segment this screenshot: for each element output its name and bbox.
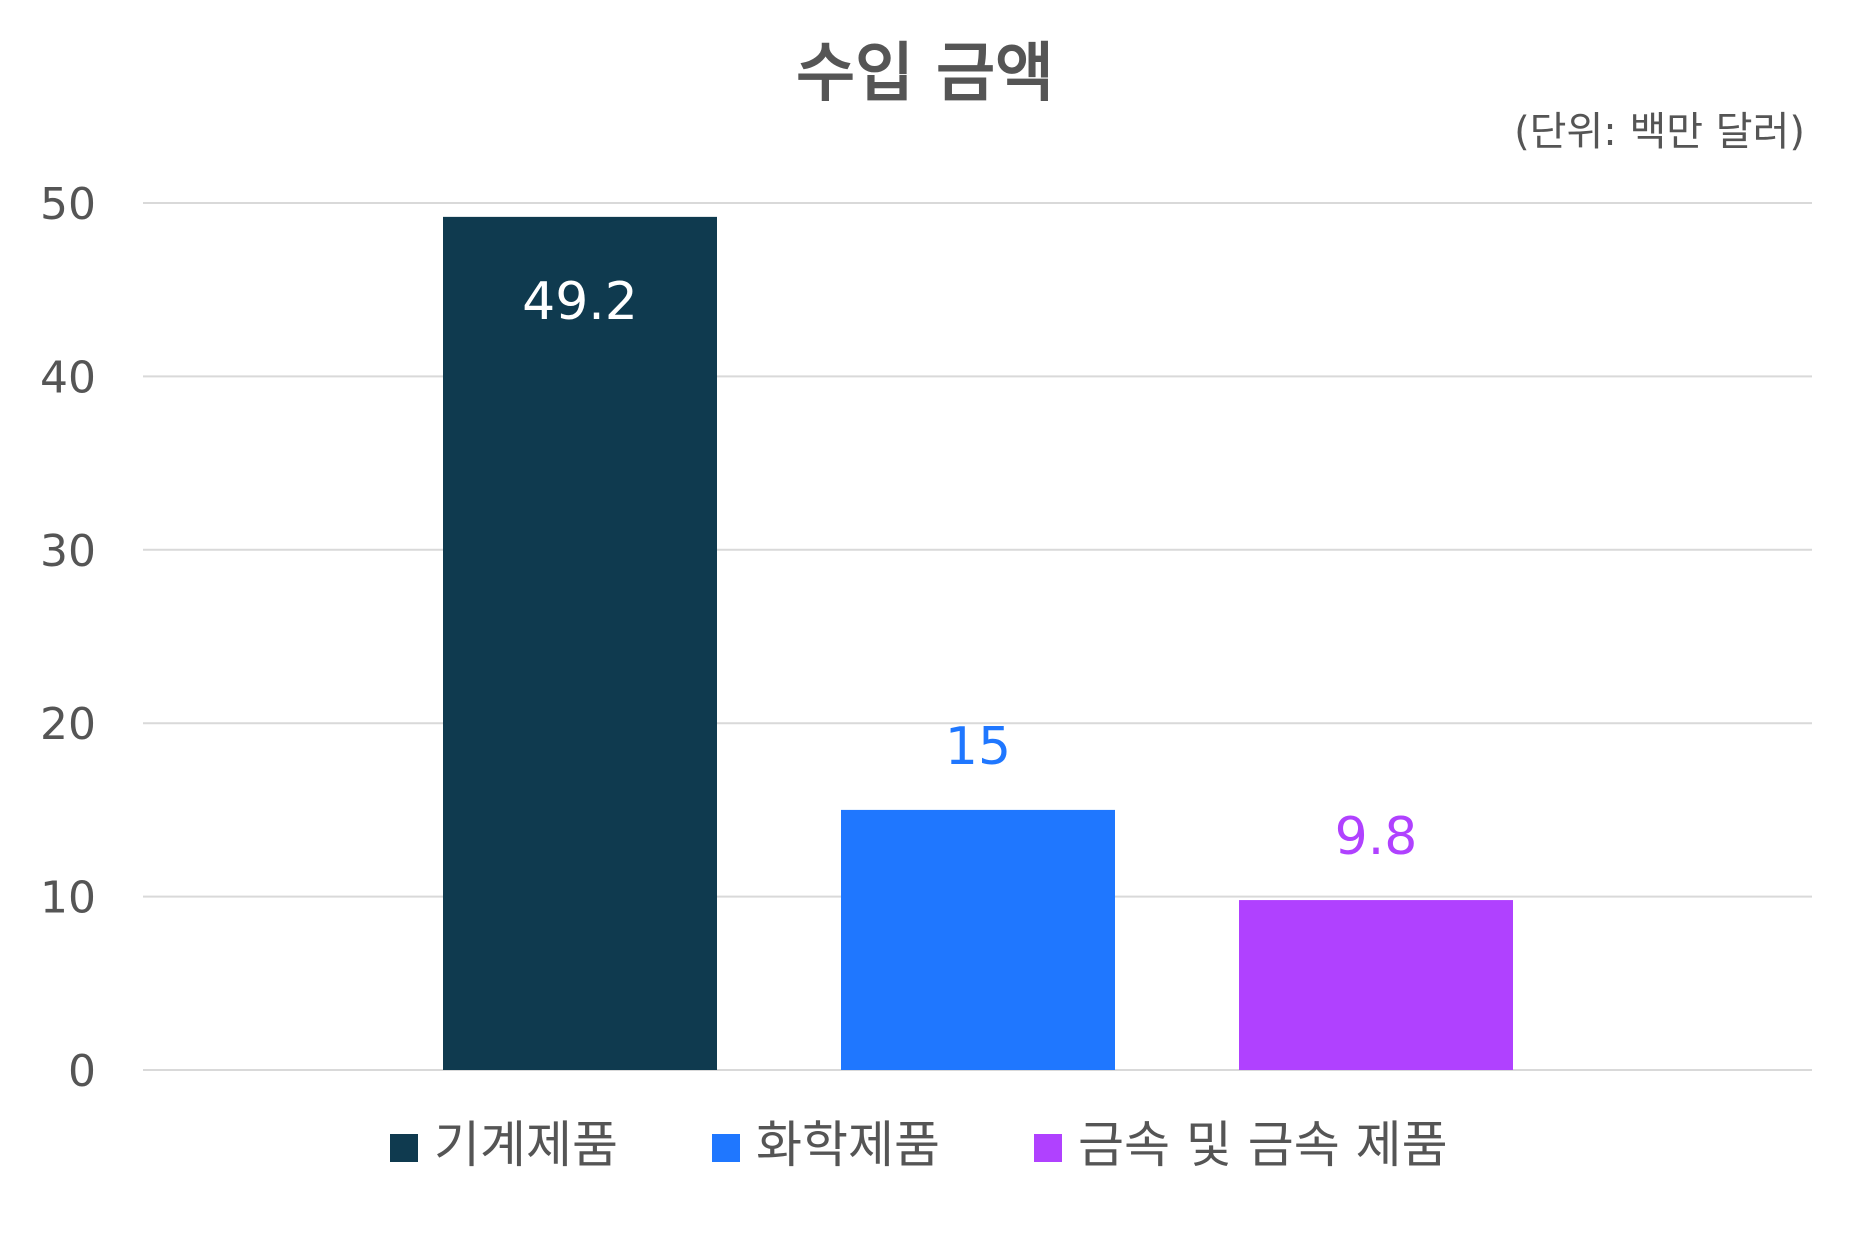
legend-label-1: 기계제품: [434, 1116, 618, 1174]
y-tick-label: 40: [40, 352, 96, 403]
legend-swatch-1: [390, 1134, 418, 1162]
chart-title: 수입 금액: [796, 37, 1054, 111]
legend-swatch-2: [712, 1134, 740, 1162]
data-label-1: 49.2: [522, 272, 638, 332]
y-tick-label: 20: [40, 699, 96, 750]
legend-label-2: 화학제품: [756, 1116, 940, 1174]
bar-layer: [443, 216, 1513, 1070]
y-tick-label: 30: [40, 526, 96, 577]
y-tick-label: 50: [40, 179, 96, 230]
data-label-3: 9.8: [1335, 807, 1418, 867]
bar-2: [841, 809, 1115, 1070]
label-layer: 49.2 15 9.8: [522, 272, 1417, 867]
y-tick-label: 0: [68, 1046, 96, 1097]
grid-layer: 0 10 20 30 40 50: [40, 179, 1812, 1097]
y-tick-label: 10: [40, 873, 96, 924]
data-label-2: 15: [945, 717, 1011, 777]
unit-note: (단위: 백만 달러): [1514, 109, 1805, 155]
legend: 기계제품 화학제품 금속 및 금속 제품: [390, 1116, 1448, 1174]
legend-swatch-3: [1034, 1134, 1062, 1162]
legend-label-3: 금속 및 금속 제품: [1078, 1116, 1448, 1174]
bar-3: [1239, 900, 1513, 1070]
bar-1: [443, 216, 717, 1070]
